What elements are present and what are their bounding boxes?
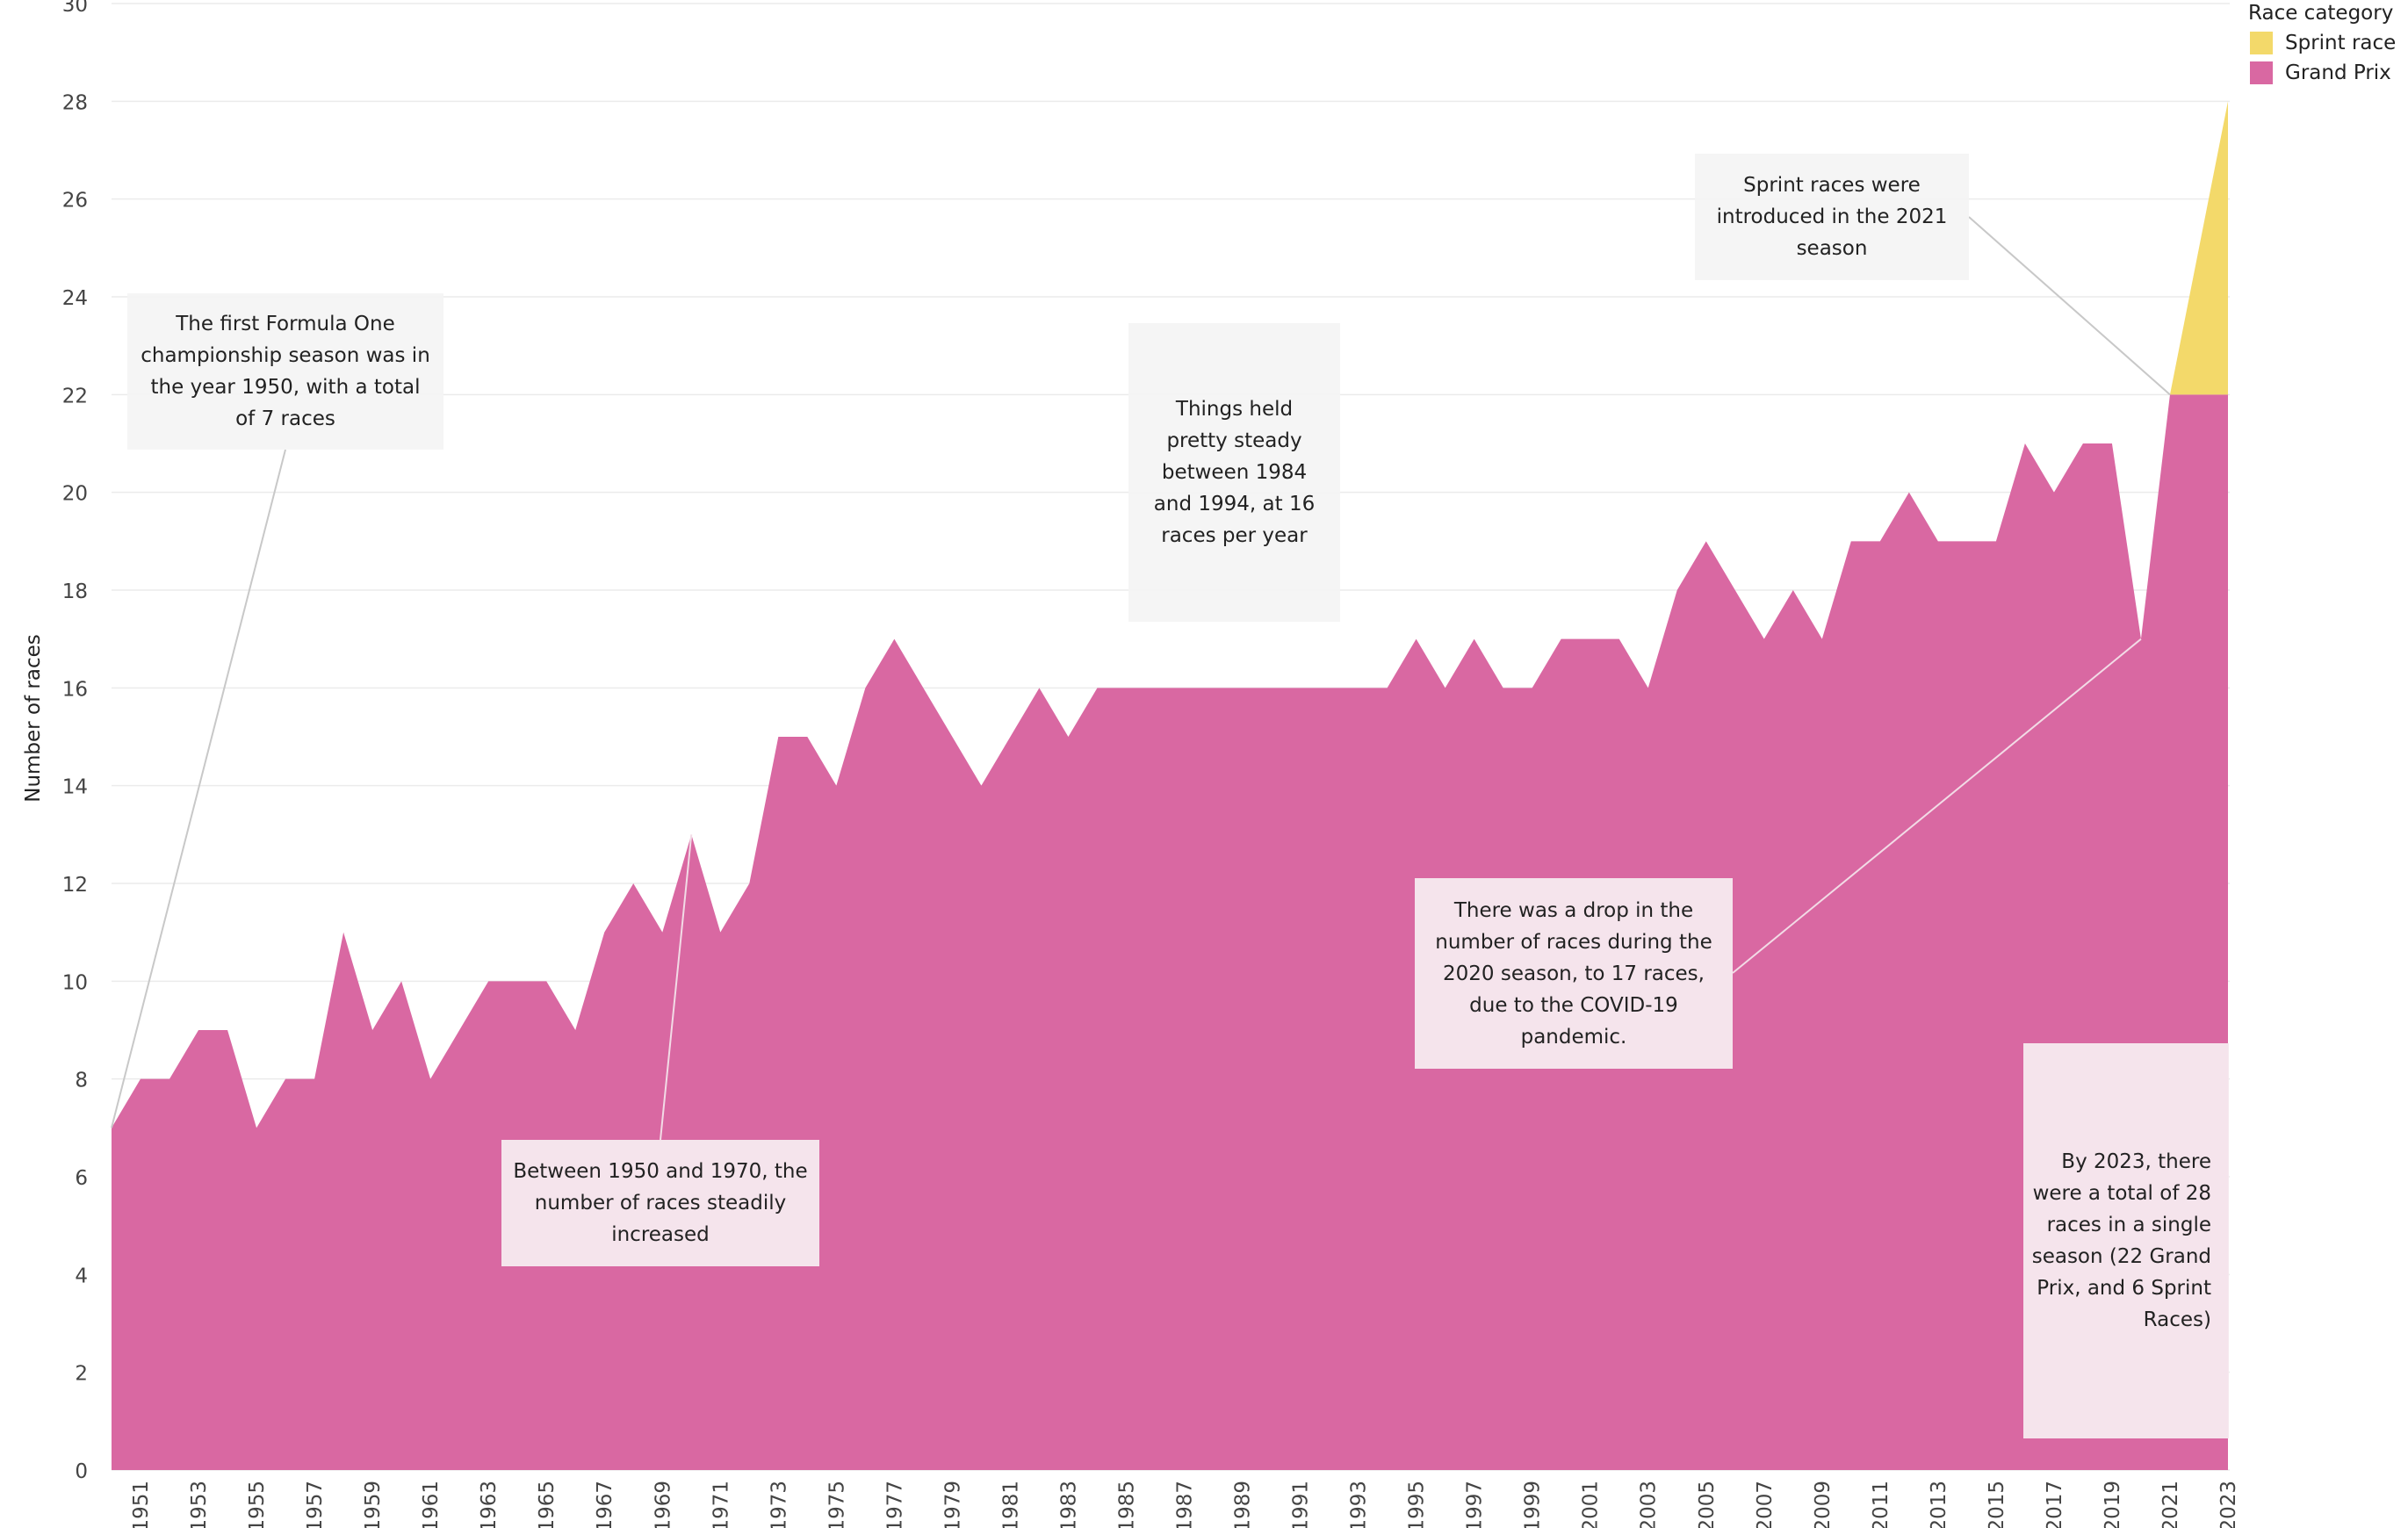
y-tick-label: 12 — [62, 874, 88, 897]
legend-label-sprint-race: Sprint race — [2285, 32, 2397, 54]
annotation-first-season: The first Formula One championship seaso… — [127, 293, 443, 450]
x-tick-label: 1951 — [130, 1481, 153, 1528]
x-tick-label: 1963 — [478, 1481, 501, 1528]
legend-title: Race category — [2248, 2, 2394, 25]
x-tick-label: 1965 — [536, 1481, 559, 1528]
leader-line-steady-increase — [660, 834, 693, 1141]
x-tick-label: 2021 — [2159, 1481, 2182, 1528]
x-tick-label: 1975 — [825, 1481, 848, 1528]
x-tick-label: 2023 — [2217, 1481, 2240, 1528]
x-tick-label: 2019 — [2102, 1481, 2124, 1528]
x-tick-label: 1999 — [1522, 1481, 1545, 1528]
y-axis-label: Number of races — [22, 634, 45, 803]
area-sprint-race — [2169, 101, 2228, 395]
x-tick-label: 1977 — [883, 1481, 906, 1528]
y-tick-label: 26 — [62, 190, 88, 213]
leader-line-sprint-intro — [1968, 216, 2171, 396]
annotation-steady-increase: Between 1950 and 1970, the number of rac… — [501, 1140, 819, 1266]
x-tick-label: 1989 — [1232, 1481, 1255, 1528]
annotation-leader-lines — [111, 216, 2171, 1141]
x-tick-label: 1971 — [710, 1481, 732, 1528]
x-tick-label: 1961 — [420, 1481, 443, 1528]
x-tick-label: 1983 — [1057, 1481, 1080, 1528]
y-tick-label: 14 — [62, 776, 88, 799]
legend: Race category Sprint race Grand Prix — [2248, 2, 2396, 91]
x-tick-label: 2003 — [1638, 1481, 1661, 1528]
y-tick-label: 10 — [62, 971, 88, 994]
x-tick-label: 1987 — [1174, 1481, 1197, 1528]
x-tick-label: 2011 — [1870, 1481, 1893, 1528]
y-tick-label: 30 — [62, 0, 88, 17]
annotation-total-2023: By 2023, there were a total of 28 races … — [2023, 1043, 2229, 1438]
x-tick-label: 2009 — [1812, 1481, 1835, 1528]
x-axis-ticks: 1951 1953 1955 1957 1959 1961 1963 1965 1967 1969… — [130, 1481, 2240, 1528]
x-tick-label: 1959 — [362, 1481, 385, 1528]
x-tick-label: 1969 — [652, 1481, 674, 1528]
x-tick-label: 1993 — [1348, 1481, 1371, 1528]
leader-line-covid-drop — [1732, 638, 2142, 974]
leader-line-first-season — [111, 449, 286, 1128]
x-tick-label: 1955 — [246, 1481, 269, 1528]
x-tick-label: 2013 — [1928, 1481, 1950, 1528]
legend-swatch-sprint-race — [2250, 32, 2273, 54]
x-tick-label: 1953 — [188, 1481, 211, 1528]
x-tick-label: 1979 — [941, 1481, 964, 1528]
x-tick-label: 1997 — [1464, 1481, 1487, 1528]
x-tick-label: 1995 — [1406, 1481, 1429, 1528]
legend-item-grand-prix[interactable]: Grand Prix — [2250, 61, 2396, 84]
x-tick-label: 1967 — [594, 1481, 616, 1528]
x-tick-label: 2017 — [2044, 1481, 2066, 1528]
y-tick-label: 16 — [62, 678, 88, 701]
x-tick-label: 1981 — [999, 1481, 1022, 1528]
legend-swatch-grand-prix — [2250, 61, 2273, 84]
x-tick-label: 2005 — [1696, 1481, 1719, 1528]
annotation-covid-drop: There was a drop in the number of races … — [1415, 878, 1733, 1069]
x-tick-label: 1985 — [1115, 1481, 1138, 1528]
x-tick-label: 2007 — [1754, 1481, 1777, 1528]
y-tick-label: 28 — [62, 91, 88, 114]
y-tick-label: 6 — [75, 1167, 88, 1190]
y-tick-label: 0 — [75, 1460, 88, 1483]
x-tick-label: 1973 — [768, 1481, 790, 1528]
y-tick-label: 20 — [62, 483, 88, 506]
annotation-sprint-intro: Sprint races were introduced in the 2021… — [1695, 154, 1969, 280]
y-tick-label: 8 — [75, 1070, 88, 1092]
legend-label-grand-prix: Grand Prix — [2285, 61, 2391, 84]
x-tick-label: 1957 — [304, 1481, 327, 1528]
x-tick-label: 2001 — [1580, 1481, 1603, 1528]
y-tick-label: 22 — [62, 385, 88, 407]
annotation-steady-period: Things held pretty steady between 1984 a… — [1128, 323, 1340, 622]
y-tick-label: 4 — [75, 1265, 88, 1287]
legend-item-sprint-race[interactable]: Sprint race — [2250, 32, 2396, 54]
x-tick-label: 2015 — [1986, 1481, 2008, 1528]
y-tick-label: 24 — [62, 287, 88, 310]
y-tick-label: 2 — [75, 1363, 88, 1386]
x-tick-label: 1991 — [1290, 1481, 1313, 1528]
y-tick-label: 18 — [62, 580, 88, 603]
